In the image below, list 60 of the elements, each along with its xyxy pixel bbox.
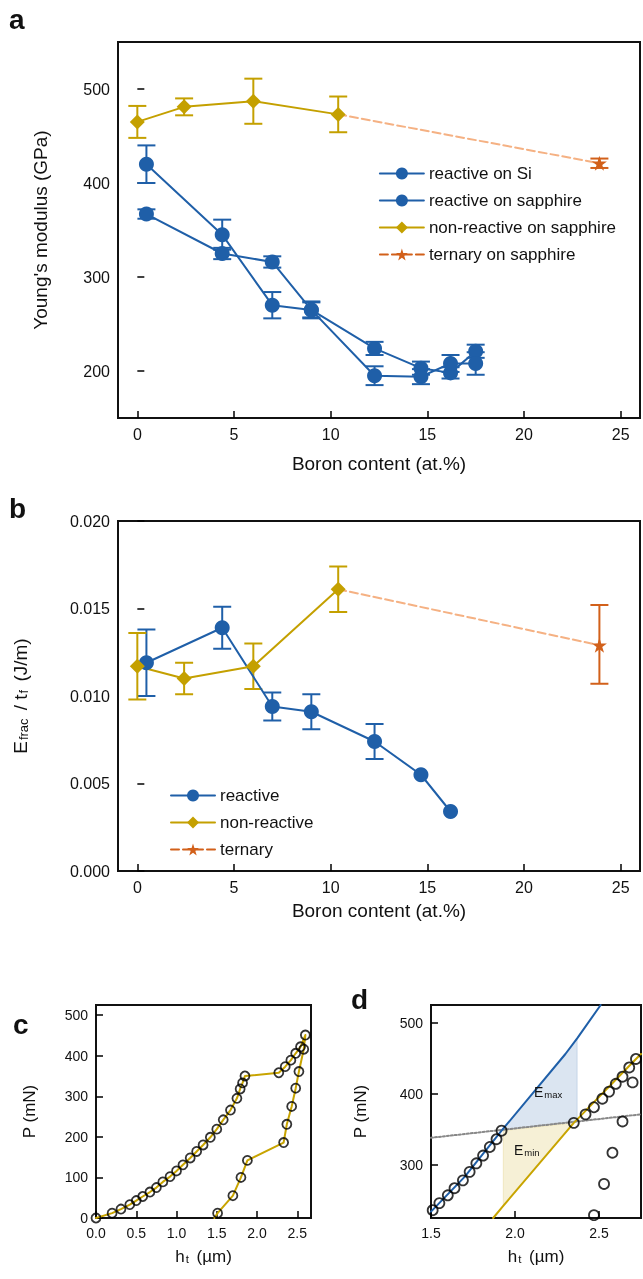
y-tick-label: 0.010	[69, 687, 111, 705]
legend-label: non-reactive on sapphire	[428, 218, 617, 237]
y-tick-label: 200	[64, 1128, 89, 1145]
y-tick-label: 300	[83, 268, 111, 286]
x-tick-label: 2.0	[505, 1225, 525, 1241]
x-tick-label: 5	[229, 425, 239, 443]
x-tick-label: 0.0	[86, 1225, 106, 1241]
legend-label: reactive	[220, 786, 280, 805]
x-tick-label: 5	[229, 878, 239, 896]
y-tick-label: 0.020	[69, 512, 111, 530]
chart-title: a	[9, 3, 25, 35]
y-tick-label: 500	[64, 1007, 89, 1024]
y-tick-label: 0.005	[69, 775, 111, 792]
chart-title: c	[13, 1008, 29, 1040]
legend-label: ternary	[220, 840, 274, 859]
y-tick-label: 200	[83, 362, 111, 380]
x-tick-label: 1.0	[166, 1225, 187, 1241]
x-tick-label: 0	[132, 878, 142, 896]
x-tick-label: 15	[418, 878, 437, 896]
x-tick-label: 1.5	[207, 1225, 227, 1241]
annotation: Emin	[514, 1142, 540, 1158]
y-axis-title: P (mN)	[20, 1084, 39, 1139]
x-axis-title: Boron content (at.%)	[291, 453, 467, 474]
y-tick-label: 400	[83, 174, 111, 192]
x-tick-label: 2.5	[589, 1225, 609, 1241]
y-tick-label: 0.015	[69, 600, 111, 617]
annotation: Emax	[534, 1084, 563, 1100]
x-axis-title: ht (µm)	[175, 1247, 232, 1266]
legend-label: reactive on sapphire	[428, 191, 582, 210]
x-tick-label: 15	[418, 425, 437, 443]
legend-label: ternary on sapphire	[428, 245, 576, 264]
y-tick-label: 500	[83, 80, 111, 98]
y-tick-label: 0	[80, 1210, 89, 1226]
x-tick-label: 25	[611, 425, 630, 443]
y-tick-label: 300	[64, 1088, 89, 1105]
x-axis-title: ht (µm)	[507, 1247, 565, 1266]
x-tick-label: 20	[515, 425, 533, 443]
legend-label: non-reactive	[220, 813, 314, 832]
y-tick-label: 400	[399, 1085, 424, 1102]
chart-title: b	[9, 492, 27, 524]
x-axis-title: Boron content (at.%)	[291, 900, 467, 921]
x-tick-label: 2.0	[247, 1225, 267, 1241]
x-tick-label: 0	[132, 425, 142, 443]
x-tick-label: 10	[321, 425, 340, 443]
x-tick-label: 20	[515, 878, 533, 896]
x-tick-label: 2.5	[287, 1225, 308, 1241]
x-tick-label: 25	[611, 878, 630, 896]
y-tick-label: 500	[399, 1014, 424, 1031]
y-tick-label: 400	[64, 1047, 89, 1064]
y-axis-title: Young's modulus (GPa)	[30, 130, 51, 330]
y-tick-label: 300	[399, 1156, 424, 1173]
x-tick-label: 10	[321, 878, 340, 896]
x-tick-label: 0.5	[126, 1225, 147, 1241]
chart-title: d	[351, 983, 369, 1015]
x-tick-label: 1.5	[421, 1225, 441, 1241]
y-axis-title: Efrac / tf (J/m)	[10, 638, 31, 754]
y-tick-label: 100	[64, 1169, 89, 1186]
y-tick-label: 0.000	[69, 862, 111, 880]
legend-label: reactive on Si	[428, 164, 532, 183]
y-axis-title: P (mN)	[351, 1084, 370, 1139]
